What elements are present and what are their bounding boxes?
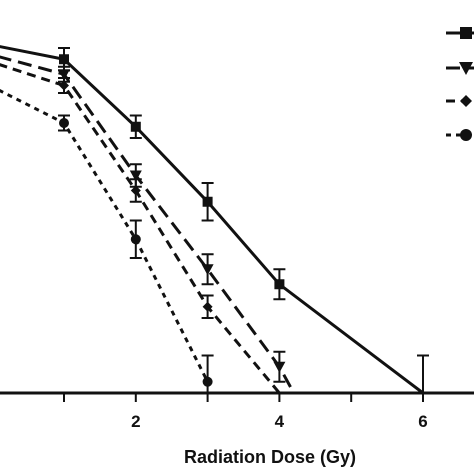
legend-series-2-marker — [459, 62, 473, 75]
legend-series-4-marker — [460, 129, 472, 141]
series-2-point — [129, 170, 142, 182]
series-2-line — [0, 55, 296, 394]
series-3-point — [130, 185, 141, 196]
legend-series-3-marker — [460, 95, 472, 107]
series-1-point — [59, 54, 69, 65]
x-tick-label: 4 — [275, 412, 285, 431]
series-2-point — [201, 264, 214, 276]
series-2-point — [58, 69, 70, 81]
series-4-point — [202, 376, 213, 387]
plot-area — [0, 45, 429, 395]
series-4-point — [130, 234, 141, 245]
x-tick-label: 2 — [131, 412, 140, 431]
series-1-point — [274, 279, 285, 290]
legend-series-1-marker — [460, 27, 472, 39]
series-1-point — [202, 196, 213, 207]
series-2-point — [273, 361, 286, 373]
x-axis-title: Radiation Dose (Gy) — [184, 447, 356, 467]
series-1-point — [130, 121, 141, 132]
series-3-line — [0, 63, 281, 394]
series-3-point — [59, 80, 69, 91]
x-tick-label: 6 — [418, 412, 427, 431]
series-4-point — [59, 118, 69, 128]
x-axis: 2 4 6 — [0, 391, 474, 431]
series-1-line — [0, 45, 424, 395]
legend — [446, 27, 474, 141]
series-3-point — [202, 301, 213, 312]
series-4-line — [0, 89, 209, 383]
